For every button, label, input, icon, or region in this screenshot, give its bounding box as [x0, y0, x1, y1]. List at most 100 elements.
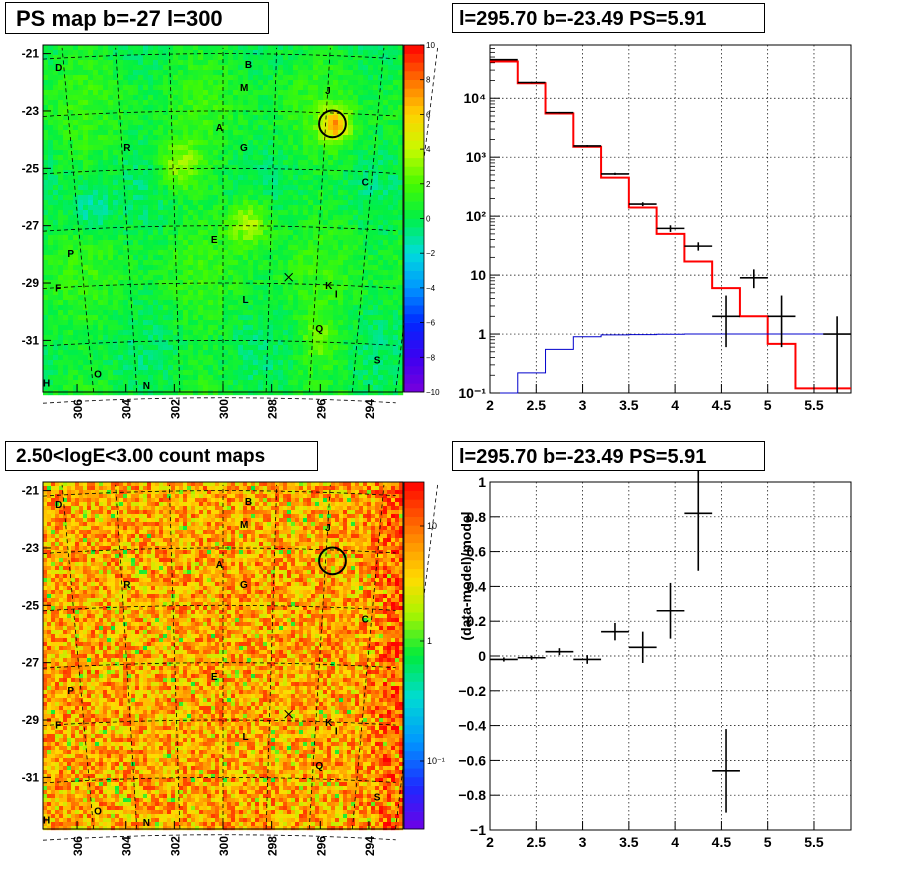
colorbar-tick-6: −2	[426, 249, 436, 258]
x-tick-label-4: 298	[266, 399, 280, 419]
center-cross	[284, 709, 294, 719]
source-label-N: N	[143, 381, 150, 392]
source-circle	[318, 546, 347, 576]
residuals-x-tick-0: 2	[486, 834, 494, 850]
residuals-y-tick-0: 1	[478, 474, 486, 490]
source-label-Q: Q	[315, 761, 323, 772]
source-label-N: N	[143, 818, 150, 829]
source-label-O: O	[94, 370, 102, 381]
count-map-xticks: 306 304 302 300 298 296 294	[71, 821, 377, 856]
residuals-grid	[489, 481, 851, 831]
ps-map-panel: 306 304 302 300 298 296 294-21-23-25-27-29-31D…	[22, 41, 440, 419]
colorbar-tick-2: 6	[426, 110, 431, 119]
grid-meridian-302	[169, 47, 181, 393]
source-label-L: L	[242, 295, 248, 306]
x-tick-label-5: 296	[314, 399, 328, 419]
residuals-y-tick-10: −1	[470, 822, 486, 838]
source-label-B: B	[245, 60, 252, 71]
colorbar-tick-8: −6	[426, 319, 436, 328]
x-tick-label-1: 304	[120, 399, 134, 419]
spectrum-x-tick-7: 5.5	[804, 397, 824, 413]
source-label-K: K	[325, 718, 333, 729]
residuals-x-tick-1: 2.5	[527, 834, 547, 850]
colorbar-tick-0: 10	[426, 41, 435, 50]
spectrum-x-tick-6: 5	[764, 397, 772, 413]
count-map-sources: D B M J A G R C E P F L KI Q S H O N	[43, 497, 381, 829]
spectrum-series-model_source	[490, 333, 851, 394]
spectrum-panel: 2 2.5 3 3.5 4 4.5 5 5.5 10⁻¹ 1 10 10² 10³ 10⁴	[458, 44, 852, 413]
grid-meridian-304	[115, 47, 138, 393]
source-label-J: J	[325, 523, 331, 534]
ps-colorbar: 10 8 6 4 2 0 −2 −4 −6 −8 −10	[403, 41, 440, 397]
colorbar-frame	[403, 481, 425, 830]
ps-map-grid	[42, 47, 438, 404]
source-label-C: C	[362, 615, 369, 626]
count-map-title: 2.50<logE<3.00 count maps	[5, 441, 318, 471]
grid-meridian-304	[115, 484, 138, 830]
y-tick-label-3: -27	[22, 219, 40, 233]
y-tick-label-3: -27	[22, 656, 40, 670]
grid-parallel--31	[42, 777, 396, 784]
colorbar-tick-1: 1	[427, 636, 432, 646]
spectrum-y-tick-0: 10⁻¹	[458, 385, 486, 401]
y-tick-label-4: -29	[22, 713, 40, 727]
source-label-R: R	[123, 143, 131, 154]
source-label-R: R	[123, 580, 131, 591]
source-label-E: E	[211, 672, 218, 683]
grid-parallel--25	[42, 167, 396, 175]
source-label-B: B	[245, 497, 252, 508]
grid-meridian-294	[352, 47, 385, 393]
x-tick-label-3: 300	[217, 399, 231, 419]
x-tick-label-1: 304	[120, 836, 134, 856]
grid-meridian-296	[308, 484, 331, 830]
residuals-y-tick-8: −0.6	[458, 752, 486, 768]
source-label-J: J	[325, 86, 331, 97]
spectrum-x-tick-3: 3.5	[619, 397, 639, 413]
count-colorbar: 10 1 10⁻¹	[403, 481, 445, 830]
grid-parallel--23	[42, 110, 396, 117]
spectrum-series-model_total	[490, 60, 851, 390]
source-label-G: G	[240, 580, 248, 591]
grid-meridian-294	[352, 484, 385, 830]
y-tick-label-2: -25	[22, 161, 40, 175]
x-tick-label-5: 296	[314, 836, 328, 856]
colorbar-tick-0: 10	[427, 521, 437, 531]
residuals-title: l=295.70 b=-23.49 PS=5.91	[452, 441, 765, 471]
residuals-y-tick-4: 0.2	[467, 613, 487, 629]
y-tick-label-1: -23	[22, 541, 40, 555]
source-label-G: G	[240, 143, 248, 154]
spectrum-x-tick-5: 4.5	[712, 397, 732, 413]
source-label-H: H	[43, 378, 50, 389]
ps-map-title: PS map b=-27 l=300	[5, 2, 269, 34]
residuals-x-tick-2: 3	[579, 834, 587, 850]
grid-parallel--25	[42, 604, 396, 612]
spectrum-x-tick-0: 2	[486, 397, 494, 413]
grid-parallel--29	[42, 719, 396, 726]
spectrum-frame	[489, 44, 852, 394]
grid-parallel--23	[42, 547, 396, 554]
residuals-x-tick-4: 4	[671, 834, 679, 850]
source-label-D: D	[55, 500, 62, 511]
residuals-y-tick-6: −0.2	[458, 683, 486, 699]
colorbar-tick-3: 4	[426, 145, 431, 154]
y-tick-label-0: -21	[22, 484, 40, 498]
x-tick-label-0: 306	[71, 836, 85, 856]
residuals-x-tick-3: 3.5	[619, 834, 639, 850]
count-map-yticks: -21 -23 -25 -27 -29 -31	[22, 484, 51, 784]
source-label-I: I	[335, 289, 338, 300]
residuals-y-tick-7: −0.4	[458, 718, 486, 734]
x-tick-label-6: 294	[363, 399, 377, 419]
grid-meridian-306	[61, 47, 94, 393]
source-label-F: F	[55, 284, 61, 295]
spectrum-x-tick-4: 4	[671, 397, 679, 413]
source-label-L: L	[242, 732, 248, 743]
y-tick-label-4: -29	[22, 276, 40, 290]
ps-map-xticks: 306 304 302 300 298 296 294	[71, 384, 377, 419]
spectrum-y-tick-4: 10³	[466, 149, 487, 165]
x-tick-label-0: 306	[71, 399, 85, 419]
grid-meridian-302	[169, 484, 181, 830]
colorbar-tick-9: −8	[426, 353, 436, 362]
source-circle	[318, 109, 347, 139]
grid-parallel--33	[42, 397, 396, 404]
